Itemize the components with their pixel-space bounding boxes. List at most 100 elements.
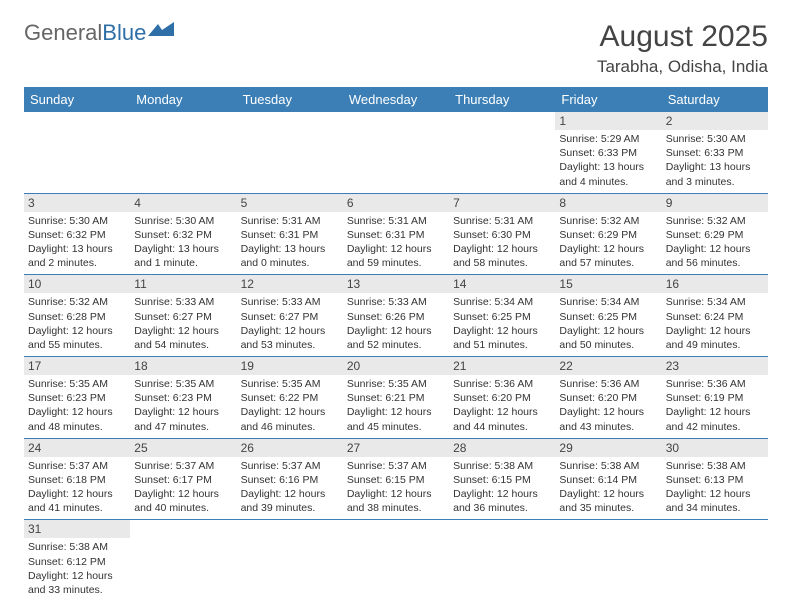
day-details: Sunrise: 5:36 AMSunset: 6:20 PMDaylight:… [453, 377, 551, 434]
calendar-cell: 23Sunrise: 5:36 AMSunset: 6:19 PMDayligh… [662, 357, 768, 439]
day-number [555, 520, 661, 538]
calendar-cell: 24Sunrise: 5:37 AMSunset: 6:18 PMDayligh… [24, 438, 130, 520]
calendar-cell [130, 112, 236, 193]
dayhead-monday: Monday [130, 87, 236, 112]
calendar-cell: 28Sunrise: 5:38 AMSunset: 6:15 PMDayligh… [449, 438, 555, 520]
daylight-text: Daylight: 12 hours and 58 minutes. [453, 242, 551, 270]
day-details: Sunrise: 5:37 AMSunset: 6:15 PMDaylight:… [347, 459, 445, 516]
day-number: 2 [662, 112, 768, 130]
sunset-text: Sunset: 6:25 PM [559, 310, 657, 324]
day-number: 13 [343, 275, 449, 293]
daylight-text: Daylight: 12 hours and 45 minutes. [347, 405, 445, 433]
day-number: 11 [130, 275, 236, 293]
sunset-text: Sunset: 6:27 PM [241, 310, 339, 324]
calendar-cell: 31Sunrise: 5:38 AMSunset: 6:12 PMDayligh… [24, 520, 130, 601]
day-details: Sunrise: 5:35 AMSunset: 6:22 PMDaylight:… [241, 377, 339, 434]
calendar-cell: 8 Sunrise: 5:32 AMSunset: 6:29 PMDaylight… [555, 193, 661, 275]
sunrise-text: Sunrise: 5:38 AM [28, 540, 126, 554]
sunset-text: Sunset: 6:33 PM [666, 146, 764, 160]
day-details: Sunrise: 5:31 AMSunset: 6:30 PMDaylight:… [453, 214, 551, 271]
daylight-text: Daylight: 12 hours and 48 minutes. [28, 405, 126, 433]
sunrise-text: Sunrise: 5:34 AM [559, 295, 657, 309]
calendar-cell: 29Sunrise: 5:38 AMSunset: 6:14 PMDayligh… [555, 438, 661, 520]
daylight-text: Daylight: 12 hours and 56 minutes. [666, 242, 764, 270]
sunrise-text: Sunrise: 5:38 AM [666, 459, 764, 473]
logo-text-general: General [24, 20, 102, 46]
sunrise-text: Sunrise: 5:35 AM [28, 377, 126, 391]
day-details: Sunrise: 5:36 AMSunset: 6:20 PMDaylight:… [559, 377, 657, 434]
daylight-text: Daylight: 12 hours and 52 minutes. [347, 324, 445, 352]
day-number: 8 [555, 194, 661, 212]
daylight-text: Daylight: 12 hours and 39 minutes. [241, 487, 339, 515]
daylight-text: Daylight: 12 hours and 49 minutes. [666, 324, 764, 352]
sunset-text: Sunset: 6:21 PM [347, 391, 445, 405]
calendar-row: 3Sunrise: 5:30 AMSunset: 6:32 PMDaylight… [24, 193, 768, 275]
sunset-text: Sunset: 6:32 PM [28, 228, 126, 242]
day-details: Sunrise: 5:36 AMSunset: 6:19 PMDaylight:… [666, 377, 764, 434]
day-number: 15 [555, 275, 661, 293]
day-header-row: Sunday Monday Tuesday Wednesday Thursday… [24, 87, 768, 112]
sunrise-text: Sunrise: 5:34 AM [666, 295, 764, 309]
day-number: 3 [24, 194, 130, 212]
day-number [130, 112, 236, 130]
day-details: Sunrise: 5:33 AMSunset: 6:27 PMDaylight:… [241, 295, 339, 352]
day-details: Sunrise: 5:30 AMSunset: 6:32 PMDaylight:… [28, 214, 126, 271]
logo-text-blue: Blue [102, 20, 146, 46]
sunset-text: Sunset: 6:23 PM [28, 391, 126, 405]
daylight-text: Daylight: 12 hours and 38 minutes. [347, 487, 445, 515]
day-number: 6 [343, 194, 449, 212]
daylight-text: Daylight: 13 hours and 0 minutes. [241, 242, 339, 270]
dayhead-tuesday: Tuesday [237, 87, 343, 112]
calendar-cell: 13Sunrise: 5:33 AMSunset: 6:26 PMDayligh… [343, 275, 449, 357]
daylight-text: Daylight: 12 hours and 44 minutes. [453, 405, 551, 433]
day-number: 28 [449, 439, 555, 457]
day-number: 5 [237, 194, 343, 212]
calendar-cell [237, 520, 343, 601]
sunset-text: Sunset: 6:31 PM [241, 228, 339, 242]
daylight-text: Daylight: 12 hours and 51 minutes. [453, 324, 551, 352]
day-details: Sunrise: 5:33 AMSunset: 6:27 PMDaylight:… [134, 295, 232, 352]
calendar-cell [343, 520, 449, 601]
calendar-cell: 2Sunrise: 5:30 AMSunset: 6:33 PMDaylight… [662, 112, 768, 193]
dayhead-wednesday: Wednesday [343, 87, 449, 112]
dayhead-saturday: Saturday [662, 87, 768, 112]
day-number: 29 [555, 439, 661, 457]
day-details: Sunrise: 5:32 AMSunset: 6:29 PMDaylight:… [559, 214, 657, 271]
calendar-cell: 7Sunrise: 5:31 AMSunset: 6:30 PMDaylight… [449, 193, 555, 275]
sunrise-text: Sunrise: 5:35 AM [241, 377, 339, 391]
sunrise-text: Sunrise: 5:31 AM [241, 214, 339, 228]
calendar-cell: 21Sunrise: 5:36 AMSunset: 6:20 PMDayligh… [449, 357, 555, 439]
calendar-cell: 25Sunrise: 5:37 AMSunset: 6:17 PMDayligh… [130, 438, 236, 520]
sunrise-text: Sunrise: 5:29 AM [559, 132, 657, 146]
sunrise-text: Sunrise: 5:38 AM [453, 459, 551, 473]
calendar-cell [130, 520, 236, 601]
day-number [24, 112, 130, 130]
sunset-text: Sunset: 6:31 PM [347, 228, 445, 242]
calendar-cell: 19Sunrise: 5:35 AMSunset: 6:22 PMDayligh… [237, 357, 343, 439]
sunrise-text: Sunrise: 5:33 AM [241, 295, 339, 309]
daylight-text: Daylight: 12 hours and 55 minutes. [28, 324, 126, 352]
calendar-row: 31Sunrise: 5:38 AMSunset: 6:12 PMDayligh… [24, 520, 768, 601]
sunrise-text: Sunrise: 5:33 AM [347, 295, 445, 309]
title-block: August 2025 Tarabha, Odisha, India [597, 20, 768, 77]
calendar-cell [237, 112, 343, 193]
dayhead-friday: Friday [555, 87, 661, 112]
sunrise-text: Sunrise: 5:37 AM [28, 459, 126, 473]
day-details: Sunrise: 5:34 AMSunset: 6:25 PMDaylight:… [453, 295, 551, 352]
day-number: 31 [24, 520, 130, 538]
daylight-text: Daylight: 13 hours and 2 minutes. [28, 242, 126, 270]
day-details: Sunrise: 5:34 AMSunset: 6:25 PMDaylight:… [559, 295, 657, 352]
sunset-text: Sunset: 6:29 PM [559, 228, 657, 242]
day-details: Sunrise: 5:32 AMSunset: 6:28 PMDaylight:… [28, 295, 126, 352]
sunset-text: Sunset: 6:15 PM [347, 473, 445, 487]
day-details: Sunrise: 5:35 AMSunset: 6:23 PMDaylight:… [28, 377, 126, 434]
calendar-cell: 26Sunrise: 5:37 AMSunset: 6:16 PMDayligh… [237, 438, 343, 520]
sunrise-text: Sunrise: 5:37 AM [134, 459, 232, 473]
calendar-row: 17Sunrise: 5:35 AMSunset: 6:23 PMDayligh… [24, 357, 768, 439]
daylight-text: Daylight: 12 hours and 43 minutes. [559, 405, 657, 433]
calendar-cell: 1Sunrise: 5:29 AMSunset: 6:33 PMDaylight… [555, 112, 661, 193]
sunrise-text: Sunrise: 5:30 AM [134, 214, 232, 228]
calendar-cell: 14Sunrise: 5:34 AMSunset: 6:25 PMDayligh… [449, 275, 555, 357]
calendar-cell: 12Sunrise: 5:33 AMSunset: 6:27 PMDayligh… [237, 275, 343, 357]
daylight-text: Daylight: 12 hours and 33 minutes. [28, 569, 126, 597]
